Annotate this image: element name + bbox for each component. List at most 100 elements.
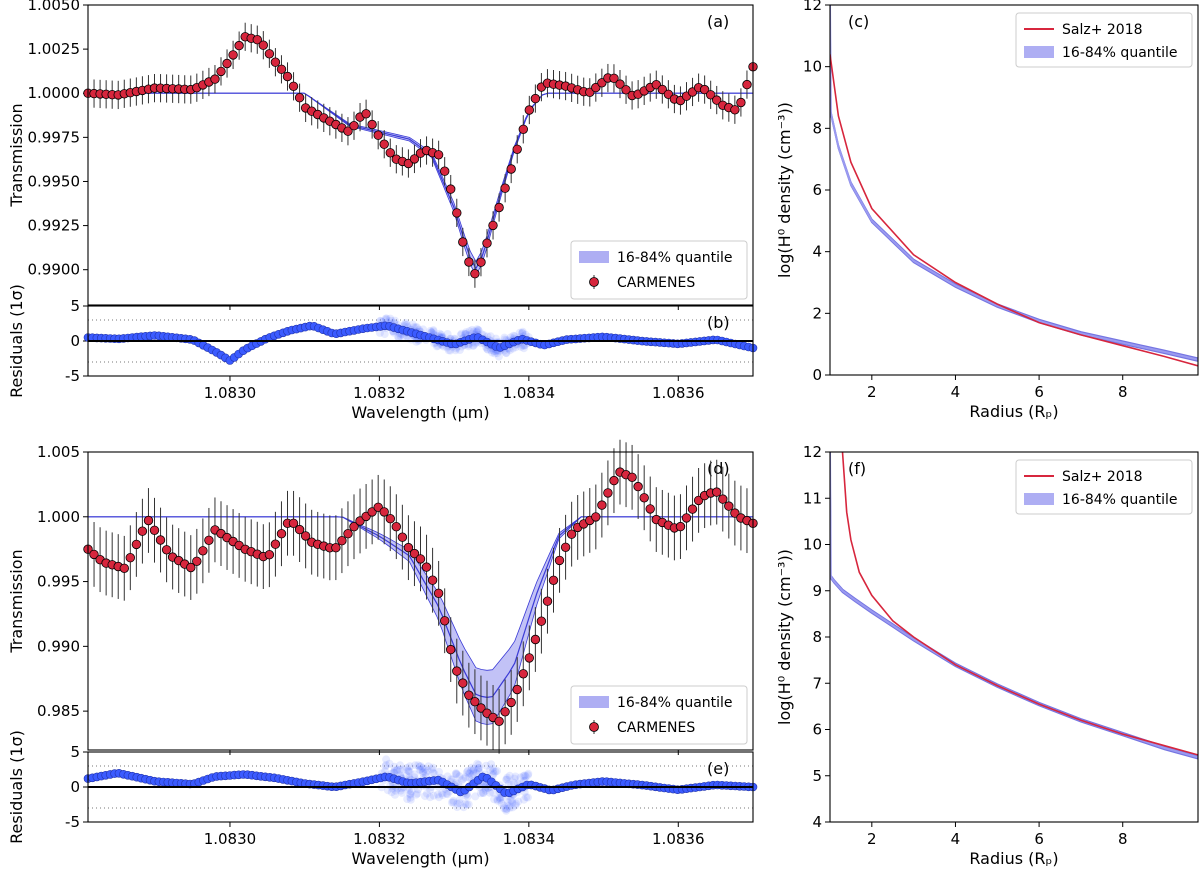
x-tick-label: 1.0830 [204,384,257,402]
residual-sample [465,800,473,808]
data-point [495,717,504,726]
legend-label: CARMENES [617,275,695,291]
x-tick-label: 1.0832 [353,830,406,848]
data-point [634,482,643,491]
data-point [434,589,443,598]
data-point [453,667,462,676]
panel-a: 0.99000.99250.99500.99751.00001.00251.00… [7,0,757,310]
legend-label: 16-84% quantile [617,250,733,266]
residual-sample [435,768,443,776]
data-point [561,543,570,552]
x-tick-label: 2 [867,830,877,848]
y-tick-label: 1.000 [37,508,80,526]
legend-label: Salz+ 2018 [1062,22,1143,38]
residual-sample [493,767,501,775]
residual-sample [471,792,479,800]
panel-label: (e) [707,759,729,778]
y-tick-label: 6 [812,721,822,739]
data-point [132,540,141,549]
data-point [507,698,516,707]
data-point [592,513,601,522]
x-axis-label: Radius (Rₚ) [969,402,1058,421]
data-point [380,140,389,149]
legend-marker [590,723,599,732]
residual-sample [419,769,427,777]
residual-sample [423,790,431,798]
legend-band-swatch [579,696,609,708]
panel-f: 4567891011122 4 6 8log(H⁰ density (cm⁻³))Ra… [775,443,1198,868]
y-tick-label: 8 [812,628,822,646]
data-point [549,576,558,585]
data-point [513,145,522,154]
data-point [277,65,286,74]
y-tick-label: 5 [812,767,822,785]
data-point [144,516,153,525]
data-point [205,536,214,545]
x-axis-label: Wavelength (µm) [351,849,489,868]
data-point [416,555,425,564]
data-point [440,167,449,176]
data-point [682,514,691,523]
data-point [271,540,280,549]
legend-label: 16-84% quantile [617,695,733,711]
x-tick-label: 2 [867,383,877,401]
data-point [531,635,540,644]
legend: 16-84% quantile CARMENES [571,686,747,744]
data-point [531,94,540,103]
data-point [610,476,619,485]
data-point [743,80,752,89]
x-tick-label: 4 [951,830,961,848]
residual-sample [475,764,483,772]
y-tick-label: 0.9950 [28,172,81,190]
data-point [259,41,268,50]
x-tick-label: 8 [1118,383,1128,401]
data-point [501,184,510,193]
y-tick-label: 1.005 [37,443,80,461]
y-tick-label: 10 [803,58,822,76]
data-point [525,106,534,115]
data-point [525,654,534,663]
x-tick-label: 1.0830 [204,830,257,848]
data-point [507,165,516,174]
data-point [725,502,734,511]
salz-line [830,54,1198,366]
y-tick-label: 1.0000 [28,84,81,102]
y-tick-label: 5 [70,743,80,761]
data-point [459,238,468,247]
y-tick-label: 0.9975 [28,128,81,146]
data-point [392,522,401,531]
y-tick-label: 4 [812,243,822,261]
y-tick-label: -5 [65,367,80,385]
y-tick-label: 1.0025 [28,40,81,58]
panel-label: (c) [848,12,869,31]
data-point [150,526,159,535]
y-tick-label: 8 [812,119,822,137]
data-point [555,556,564,565]
legend: 16-84% quantile CARMENES [571,241,747,299]
data-point [289,82,298,91]
data-point [362,110,371,119]
residual-sample [403,764,411,772]
x-tick-label: 1.0832 [353,384,406,402]
panel-c: 0246810122 4 6 8log(H⁰ density (cm⁻³))Radiu… [775,0,1198,421]
data-point [513,685,522,694]
legend-marker [590,278,599,287]
y-tick-label: 12 [803,0,822,14]
data-point [719,495,728,504]
legend: Salz+ 2018 16-84% quantile [1016,13,1192,67]
data-point [519,125,528,134]
data-point [374,131,383,140]
figure: 0.99000.99250.99500.99751.00001.00251.00… [0,0,1200,873]
panel-label: (f) [848,459,866,478]
x-axis-label: Radius (Rₚ) [969,849,1058,868]
legend-label: 16-84% quantile [1062,45,1178,61]
data-point [446,645,455,654]
y-tick-label: 0.990 [37,637,80,655]
x-axis-label: Wavelength (µm) [351,403,489,422]
legend-label: CARMENES [617,720,695,736]
data-point [368,120,377,129]
y-tick-label: 11 [803,489,822,507]
data-point [519,670,528,679]
data-point [229,51,238,60]
y-axis-label: log(H⁰ density (cm⁻³)) [775,102,794,278]
